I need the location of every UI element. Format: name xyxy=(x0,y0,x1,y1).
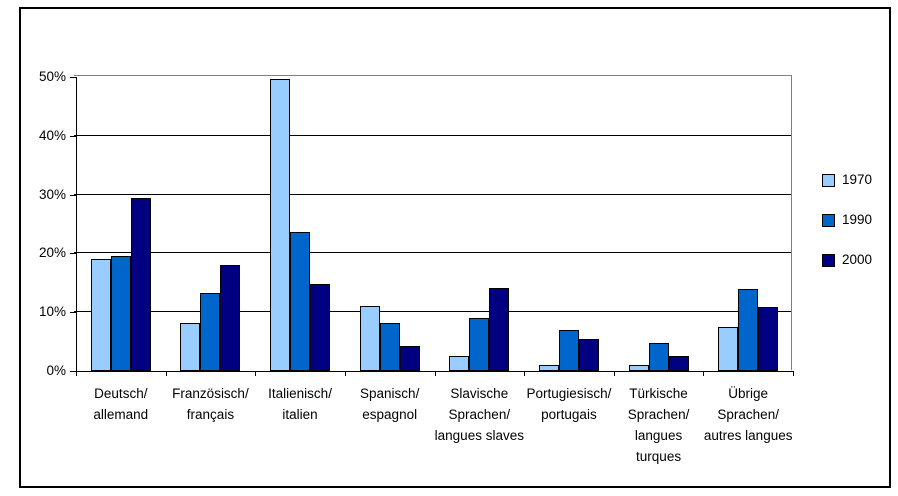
y-axis-label-30%: 30% xyxy=(38,186,66,202)
y-axis xyxy=(76,77,77,371)
category-label-übrige sprachen: Übrige Sprachen/autres langues xyxy=(692,383,804,446)
y-axis-label-50%: 50% xyxy=(38,69,66,84)
y-axis-label-40%: 40% xyxy=(38,127,66,143)
category-label-line: langues slaves xyxy=(434,428,524,443)
y-axis-label-10%: 10% xyxy=(38,304,66,320)
legend-item-1990: 1990 xyxy=(822,213,872,227)
bar-1970-deutsch xyxy=(90,259,111,371)
y-tick-20% xyxy=(70,253,76,255)
bar-1990-italienisch xyxy=(290,232,311,371)
x-tick-3 xyxy=(344,371,346,376)
category-label-line: Französisch/ xyxy=(172,386,249,401)
category-label-line: Sprachen/ xyxy=(627,407,690,422)
category-label-line: Portugiesisch/ xyxy=(526,386,612,401)
legend-item-2000: 2000 xyxy=(822,253,872,267)
category-label-line: autres langues xyxy=(703,428,793,443)
category-label-line: Sprachen/ xyxy=(717,407,779,422)
y-tick-10% xyxy=(70,312,76,314)
category-label-line: langues xyxy=(634,428,683,443)
bar-1990-französisch xyxy=(200,293,221,371)
y-tick-50% xyxy=(70,77,76,78)
bar-1970-türkische sprachen xyxy=(628,365,649,371)
category-label-line: espagnol xyxy=(362,407,418,422)
bar-1970-slavische sprachen xyxy=(449,356,470,371)
category-label-line: Italienisch/ xyxy=(268,386,332,401)
legend-swatch-1990 xyxy=(822,213,835,227)
category-label-portugiesisch: Portugiesisch/portugais xyxy=(513,383,625,425)
category-label-türkische sprachen: Türkische Sprachen/langues turques xyxy=(603,383,715,467)
bar-1970-spanisch xyxy=(359,305,380,371)
y-tick-30% xyxy=(70,194,76,196)
bar-1990-portugiesisch xyxy=(558,330,579,371)
x-tick-7 xyxy=(703,371,705,376)
category-label-line: Sprachen/ xyxy=(448,407,511,422)
x-tick-4 xyxy=(434,371,436,376)
y-axis-label-0%: 0% xyxy=(46,363,66,378)
bar-2000-türkische sprachen xyxy=(668,355,689,371)
bar-1970-übrige sprachen xyxy=(718,326,739,371)
x-tick-8 xyxy=(793,371,794,376)
x-tick-2 xyxy=(255,371,257,376)
bar-2000-slavische sprachen xyxy=(489,287,510,371)
category-label-slavische sprachen: Slavische Sprachen/langues slaves xyxy=(423,383,535,446)
bar-1990-türkische sprachen xyxy=(648,342,669,371)
bar-2000-portugiesisch xyxy=(578,338,599,371)
bar-1970-französisch xyxy=(180,323,201,371)
category-label-line: Spanisch/ xyxy=(360,386,420,401)
category-label-spanisch: Spanisch/espagnol xyxy=(334,383,446,425)
category-label-line: Slavische xyxy=(450,386,509,401)
category-label-line: français xyxy=(186,407,235,422)
y-tick-0% xyxy=(70,371,76,372)
legend-item-1970: 1970 xyxy=(822,173,872,187)
x-tick-1 xyxy=(165,371,167,376)
chart-outer-border: 0% 10% 20% 30% 40% 50% Deutsch/allemand Französ… xyxy=(19,7,891,488)
gridline-10pct xyxy=(74,311,791,313)
bar-1990-deutsch xyxy=(110,256,131,371)
bar-2000-übrige sprachen xyxy=(758,307,779,371)
bar-1970-italienisch xyxy=(270,79,291,371)
y-tick-40% xyxy=(70,135,76,137)
category-label-italienisch: Italienisch/italien xyxy=(244,383,356,425)
category-label-deutsch: Deutsch/allemand xyxy=(65,383,177,425)
legend-swatch-1970 xyxy=(822,173,835,187)
bar-1970-portugiesisch xyxy=(538,365,559,371)
x-tick-5 xyxy=(524,371,526,376)
legend-label-2000: 2000 xyxy=(842,252,873,267)
category-label-line: Übrige xyxy=(728,386,769,401)
bar-1990-übrige sprachen xyxy=(738,289,759,371)
bar-2000-italienisch xyxy=(310,283,331,371)
legend-label-1970: 1970 xyxy=(842,172,873,187)
gridline-40pct xyxy=(74,134,791,136)
bar-2000-französisch xyxy=(220,265,241,371)
bar-1990-slavische sprachen xyxy=(469,318,490,371)
plot-area xyxy=(74,75,792,370)
category-label-line: turques xyxy=(636,449,682,464)
gridline-20pct xyxy=(74,252,791,254)
category-label-line: Türkische xyxy=(629,386,688,401)
bar-1990-spanisch xyxy=(379,323,400,371)
category-label-line: Deutsch/ xyxy=(94,386,148,401)
x-tick-6 xyxy=(613,371,615,376)
legend-label-1990: 1990 xyxy=(842,212,873,227)
gridline-30pct xyxy=(74,193,791,195)
category-label-line: italien xyxy=(282,407,318,422)
bar-2000-deutsch xyxy=(130,198,151,371)
x-tick-0 xyxy=(76,371,77,376)
category-label-line: allemand xyxy=(93,407,149,422)
legend-swatch-2000 xyxy=(822,253,835,267)
bar-2000-spanisch xyxy=(399,346,420,371)
y-axis-label-20%: 20% xyxy=(38,245,66,261)
category-label-französisch: Französisch/français xyxy=(154,383,266,425)
category-label-line: portugais xyxy=(541,407,597,422)
